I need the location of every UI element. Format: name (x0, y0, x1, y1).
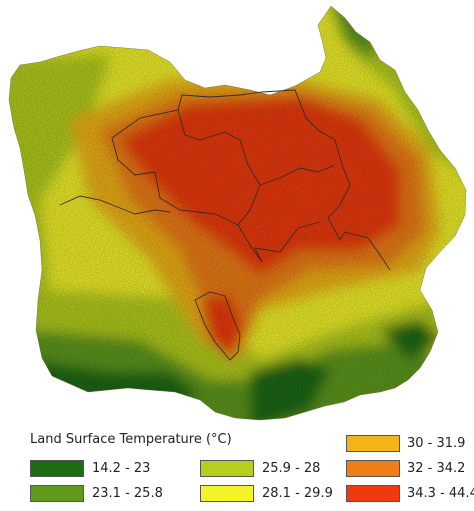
legend-swatch-25-9-28 (200, 460, 254, 477)
land-surface-temperature-map (8, 5, 467, 421)
legend-label: 25.9 - 28 (262, 461, 321, 476)
legend-swatch-14-2-23 (30, 460, 84, 477)
legend-title: Land Surface Temperature (°C) (30, 432, 232, 447)
legend-label: 30 - 31.9 (407, 436, 466, 451)
legend-label: 23.1 - 25.8 (92, 486, 163, 501)
legend-swatch-23-1-25-8 (30, 485, 84, 502)
legend-swatch-34-3-44-4 (346, 485, 400, 502)
legend-swatch-30-31-9 (346, 435, 400, 452)
texture-overlay (9, 6, 466, 420)
legend-label: 14.2 - 23 (92, 461, 151, 476)
legend-label: 32 - 34.2 (407, 461, 466, 476)
district-boundaries (59, 89, 391, 361)
legend-label: 34.3 - 44.4 (407, 486, 474, 501)
legend-label: 28.1 - 29.9 (262, 486, 333, 501)
legend-swatch-32-34-2 (346, 460, 400, 477)
legend-swatch-28-1-29-9 (200, 485, 254, 502)
